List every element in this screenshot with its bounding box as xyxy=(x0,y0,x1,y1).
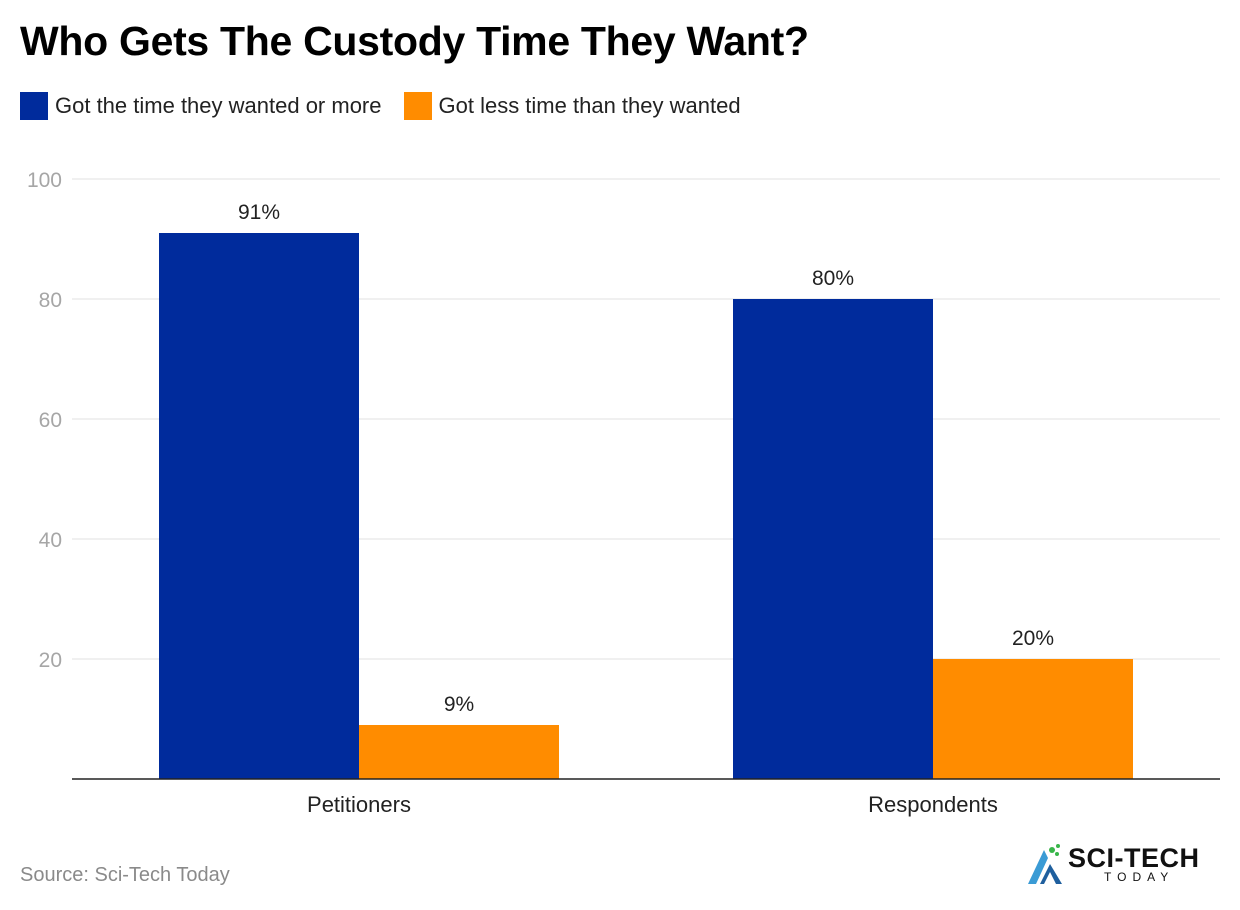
legend-item-less: Got less time than they wanted xyxy=(403,92,741,120)
x-tick-label-petitioners: Petitioners xyxy=(307,792,411,817)
legend-item-wanted: Got the time they wanted or more xyxy=(20,92,382,120)
bar-petitioners-series-1 xyxy=(159,233,359,779)
data-label-respondents-series-1: 80% xyxy=(812,267,854,290)
y-tick-label-80: 80 xyxy=(39,289,62,312)
bar-respondents-series-2 xyxy=(933,659,1133,779)
brand-logo: SCI-TECH TODAY xyxy=(1026,842,1200,886)
legend-label-wanted: Got the time they wanted or more xyxy=(55,93,382,118)
legend: Got the time they wanted or more Got les… xyxy=(20,92,763,120)
data-label-respondents-series-2: 20% xyxy=(1012,627,1054,650)
data-label-petitioners-series-2: 9% xyxy=(444,693,474,716)
bar-respondents-series-1 xyxy=(733,299,933,779)
data-label-petitioners-series-1: 91% xyxy=(238,201,280,224)
y-tick-label-20: 20 xyxy=(39,649,62,672)
logo-main-text: SCI-TECH xyxy=(1068,843,1200,873)
legend-label-less: Got less time than they wanted xyxy=(438,93,741,118)
logo-sub-text: TODAY xyxy=(1104,870,1175,884)
bar-petitioners-series-2 xyxy=(359,725,559,779)
y-tick-label-40: 40 xyxy=(39,529,62,552)
legend-swatch-less xyxy=(403,92,432,120)
logo-icon xyxy=(1028,844,1062,884)
source-note: Source: Sci-Tech Today xyxy=(20,864,230,886)
y-tick-label-60: 60 xyxy=(39,409,62,432)
y-tick-label-100: 100 xyxy=(27,169,62,192)
chart-title: Who Gets The Custody Time They Want? xyxy=(20,18,809,64)
legend-swatch-wanted xyxy=(20,92,48,120)
x-tick-label-respondents: Respondents xyxy=(868,792,998,817)
